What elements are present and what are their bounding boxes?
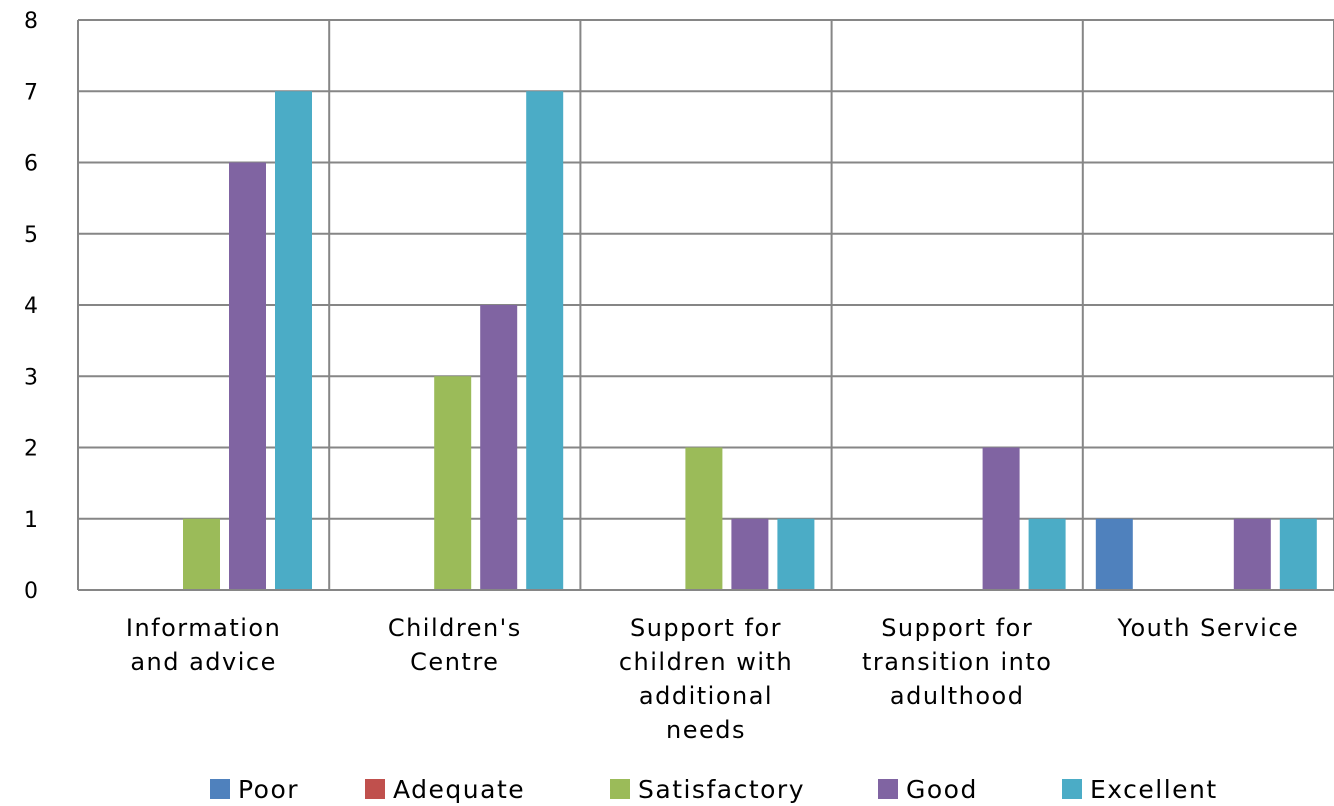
x-category-label: transition into — [862, 648, 1052, 676]
x-category-label: Information — [126, 614, 281, 642]
x-category-label: children with — [619, 648, 793, 676]
bar-excellent — [1279, 518, 1317, 590]
x-category-label: needs — [666, 716, 746, 744]
legend-swatch-good — [878, 779, 898, 799]
bar-satisfactory — [434, 376, 472, 590]
x-category-label: and advice — [130, 648, 277, 676]
bar-good — [1233, 518, 1271, 590]
bar-excellent — [777, 518, 815, 590]
legend-swatch-satisfactory — [610, 779, 630, 799]
y-axis-tick-labels: 0 1 2 3 4 5 6 7 8 — [24, 9, 39, 604]
bar-excellent — [275, 91, 312, 590]
legend: Poor Adequate Satisfactory Good Excellent — [210, 775, 1218, 804]
bar-excellent — [526, 91, 564, 590]
bar-satisfactory — [685, 447, 723, 590]
y-tick-label: 5 — [24, 223, 39, 248]
y-tick-label: 2 — [24, 437, 39, 462]
bar-good — [480, 305, 518, 590]
bar-good — [229, 162, 266, 590]
legend-swatch-excellent — [1062, 779, 1082, 799]
legend-swatch-poor — [210, 779, 230, 799]
legend-label-good: Good — [906, 775, 978, 804]
x-category-label: Centre — [410, 648, 499, 676]
y-tick-label: 0 — [24, 579, 39, 604]
x-category-label: adulthood — [890, 682, 1025, 710]
x-axis-category-labels: Information and advice Children's Centre Sup… — [126, 614, 1299, 744]
legend-label-adequate: Adequate — [393, 775, 525, 804]
y-tick-label: 1 — [24, 508, 39, 533]
y-tick-label: 3 — [24, 365, 39, 390]
y-tick-label: 8 — [24, 9, 39, 34]
bar-good — [982, 447, 1020, 590]
bar-excellent — [1028, 518, 1066, 590]
x-category-label: Support for — [630, 614, 782, 642]
legend-label-satisfactory: Satisfactory — [638, 775, 805, 804]
x-category-label: additional — [639, 682, 773, 710]
bar-good — [731, 518, 769, 590]
x-category-label: Children's — [388, 614, 522, 642]
y-tick-label: 6 — [24, 152, 39, 177]
y-tick-label: 7 — [24, 80, 39, 105]
y-tick-label: 4 — [24, 294, 39, 319]
bar-poor — [1095, 518, 1133, 590]
legend-swatch-adequate — [365, 779, 385, 799]
x-category-label: Support for — [881, 614, 1033, 642]
x-category-label: Youth Service — [1116, 614, 1299, 642]
bar-satisfactory — [183, 518, 220, 590]
bars — [183, 91, 1317, 590]
legend-label-poor: Poor — [238, 775, 299, 804]
legend-label-excellent: Excellent — [1090, 775, 1218, 804]
